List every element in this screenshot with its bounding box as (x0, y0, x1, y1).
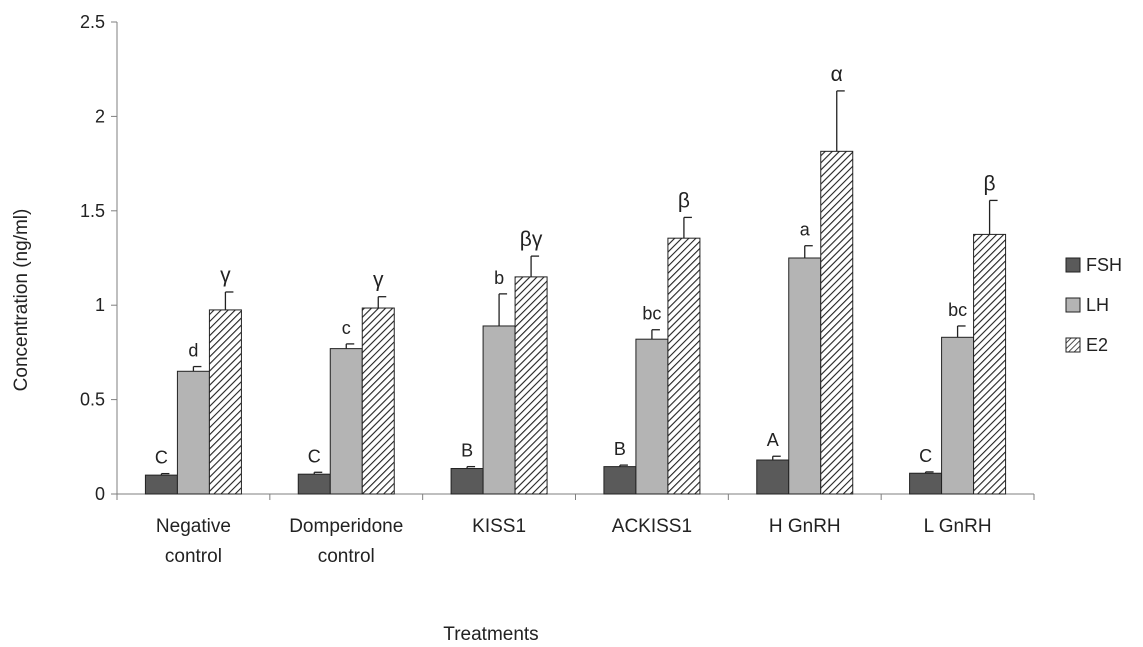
significance-letter: γ (373, 269, 384, 292)
significance-letter: γ (220, 264, 231, 287)
bar-lh (176, 370, 210, 495)
bar-fsh (450, 468, 484, 495)
significance-letter: C (308, 446, 321, 466)
significance-letter: C (155, 448, 168, 468)
bar-lh (941, 336, 975, 495)
bar-e2 (820, 150, 854, 495)
bar-e2 (973, 233, 1007, 495)
significance-letter: a (800, 220, 811, 240)
bar-fsh (297, 473, 331, 495)
x-tick-label: Negative control (156, 516, 231, 567)
significance-letter: bc (642, 304, 661, 324)
significance-letter: B (461, 441, 473, 461)
legend-swatch-lh (1065, 297, 1081, 313)
legend: FSH LH E2 (1065, 255, 1122, 355)
significance-letter: bc (948, 300, 967, 320)
significance-letter: d (188, 341, 198, 361)
legend-swatch-fsh (1065, 257, 1081, 273)
bar-e2 (514, 276, 548, 495)
significance-letter: B (614, 439, 626, 459)
bar-fsh (144, 474, 178, 495)
bar-fsh (909, 472, 943, 495)
bar-fsh (603, 466, 637, 495)
y-tick-label: 2 (95, 106, 105, 126)
significance-letter: α (831, 63, 843, 86)
x-tick-label: ACKISS1 (612, 516, 692, 537)
x-tick-label: L GnRH (924, 516, 992, 537)
bar-e2 (361, 307, 395, 495)
legend-label-e2: E2 (1086, 335, 1108, 355)
significance-letter: β (984, 172, 996, 195)
bar-lh (635, 338, 669, 495)
x-tick-label: H GnRH (769, 516, 841, 537)
significance-letter: βγ (520, 228, 543, 251)
significance-letter: b (494, 268, 504, 288)
bar-e2 (667, 237, 701, 495)
y-tick-label: 0.5 (80, 390, 105, 410)
legend-swatch-e2 (1065, 337, 1081, 353)
significance-letter: C (919, 446, 932, 466)
y-tick-label: 2.5 (80, 12, 105, 32)
legend-label-lh: LH (1086, 295, 1109, 315)
significance-letter: A (767, 430, 779, 450)
significance-letter: c (342, 318, 351, 338)
bar-fsh (756, 459, 790, 495)
bar-e2 (208, 309, 242, 495)
bar-lh (482, 325, 516, 495)
x-tick-label: Domperidone control (289, 516, 403, 567)
y-tick-label: 0 (95, 484, 105, 504)
x-axis-label: Treatments (443, 624, 538, 645)
significance-letter: β (678, 189, 690, 212)
x-tick-label: KISS1 (472, 516, 526, 537)
y-tick-label: 1.5 (80, 201, 105, 221)
bar-lh (788, 257, 822, 495)
bar-lh (329, 348, 363, 495)
plot-area: 0 0.5 1 1.5 2 2.5 Negative control Domperidone co… (80, 12, 1035, 567)
y-tick-label: 1 (95, 295, 105, 315)
legend-label-fsh: FSH (1086, 255, 1122, 275)
y-axis-label: Concentration (ng/ml) (11, 209, 32, 392)
